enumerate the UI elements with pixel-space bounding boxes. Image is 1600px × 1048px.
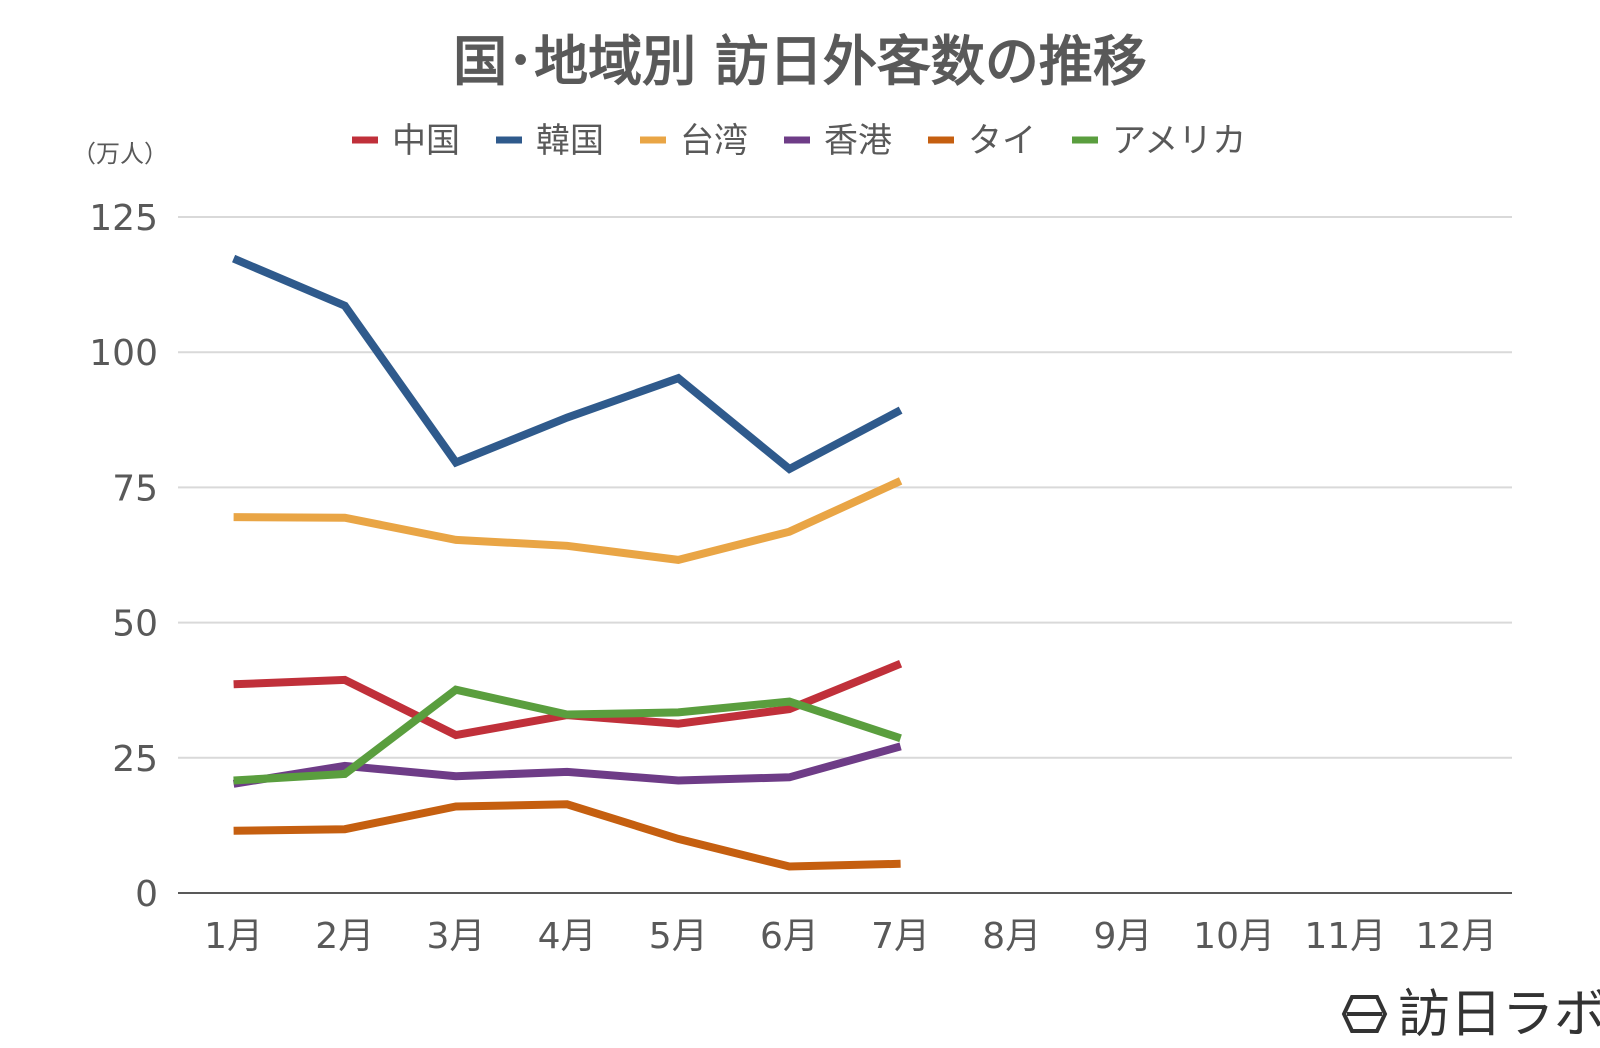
- legend-label: 台湾: [680, 121, 748, 161]
- y-tick-label: 125: [89, 198, 158, 239]
- legend-label: 中国: [392, 121, 460, 161]
- chart-title: 国･地域別 訪日外客数の推移: [453, 30, 1147, 93]
- y-tick-label: 50: [112, 604, 158, 645]
- x-tick-label: 3月: [426, 916, 485, 957]
- legend-item: タイ: [927, 121, 1036, 161]
- legend-label: 韓国: [536, 121, 604, 161]
- legend-item: 韓国: [496, 121, 604, 161]
- legend-item: 香港: [784, 121, 892, 161]
- y-tick-label: 75: [112, 468, 158, 509]
- y-tick-label: 100: [89, 333, 158, 374]
- series-line: [233, 477, 903, 564]
- legend-item: 中国: [352, 121, 460, 161]
- legend-label: アメリカ: [1112, 121, 1246, 161]
- y-axis-unit-label: （万人）: [72, 140, 168, 168]
- legend-item: 台湾: [640, 121, 748, 161]
- x-tick-label: 4月: [538, 916, 597, 957]
- brand-hexagon-icon: [1341, 995, 1388, 1033]
- x-tick-label: 9月: [1093, 916, 1152, 957]
- x-axis-ticks: 1月 2月 3月 4月 5月 6月 7月 8月 9月 10月 11月 12月: [204, 916, 1497, 957]
- x-tick-label: 1月: [204, 916, 263, 957]
- x-tick-label: 7月: [871, 916, 930, 957]
- legend-item: アメリカ: [1071, 121, 1246, 161]
- x-tick-label: 5月: [649, 916, 708, 957]
- y-axis-ticks: 0 25 50 75 100 125: [89, 198, 158, 915]
- y-tick-label: 0: [135, 874, 158, 915]
- y-tick-label: 25: [112, 739, 158, 780]
- x-tick-label: 8月: [982, 916, 1041, 957]
- series-line: [233, 659, 903, 740]
- series-line: [232, 742, 902, 788]
- x-tick-label: 11月: [1304, 916, 1386, 957]
- x-tick-label: 6月: [760, 916, 819, 957]
- series-lines: [232, 254, 903, 871]
- legend-label: タイ: [968, 121, 1036, 161]
- x-tick-label: 10月: [1193, 916, 1275, 957]
- brand-name: 訪日ラボ: [1398, 985, 1600, 1045]
- series-line: [232, 254, 903, 474]
- series-line: [233, 800, 901, 871]
- legend: 中国 韓国 台湾 香港 タイ アメリカ: [352, 121, 1246, 161]
- series-line: [233, 685, 902, 785]
- x-tick-label: 2月: [315, 916, 374, 957]
- gridlines: [178, 216, 1512, 759]
- x-tick-label: 12月: [1416, 916, 1498, 957]
- legend-label: 香港: [824, 121, 892, 161]
- brand-logo: 訪日ラボ: [1341, 985, 1600, 1045]
